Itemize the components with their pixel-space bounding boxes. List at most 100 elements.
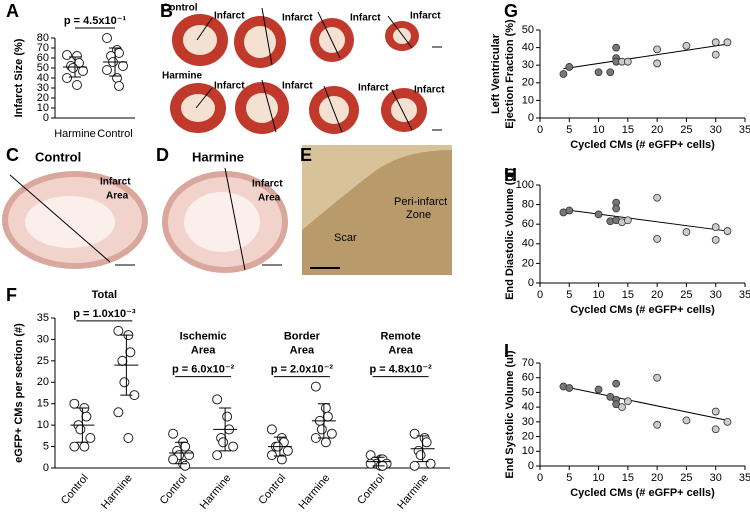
x-tick-label: Harmine bbox=[296, 472, 332, 512]
data-point bbox=[653, 234, 662, 243]
pointer bbox=[196, 17, 213, 41]
infarct-label: Infarct bbox=[282, 81, 313, 92]
zone-label: Peri-infarct bbox=[394, 196, 447, 208]
data-point bbox=[618, 403, 626, 412]
data-point bbox=[69, 441, 80, 452]
data-point bbox=[228, 441, 239, 452]
panel-letter: F bbox=[6, 285, 17, 305]
error-bar bbox=[317, 403, 330, 439]
panel-letter: H bbox=[504, 165, 517, 185]
y-tick-label: 70 bbox=[37, 42, 49, 54]
y-tick-label: 40 bbox=[37, 72, 49, 84]
x-axis-title: Cycled CMs (# eGFP+ cells) bbox=[570, 304, 715, 316]
x-tick-label: 30 bbox=[710, 289, 722, 301]
y-tick-label: 20 bbox=[522, 77, 534, 89]
p-value: p = 4.5x10⁻¹ bbox=[64, 15, 127, 27]
x-tick-label: 15 bbox=[622, 124, 634, 136]
x-tick-label: Harmine bbox=[54, 128, 96, 140]
group-title: Remote bbox=[380, 330, 420, 342]
x-tick-label: Control bbox=[97, 128, 132, 140]
data-point bbox=[79, 441, 90, 452]
x-tick-label: 5 bbox=[566, 472, 572, 484]
y-tick-label: 20 bbox=[37, 376, 49, 388]
group-title: Border bbox=[284, 330, 321, 342]
y-tick-label: 0 bbox=[43, 112, 49, 124]
data-point bbox=[682, 41, 691, 50]
x-tick-label: 20 bbox=[651, 472, 663, 484]
y-tick-label: 0 bbox=[528, 460, 534, 472]
heart-lumen bbox=[25, 196, 115, 248]
heart-lumen bbox=[393, 28, 411, 44]
error-bar bbox=[273, 436, 286, 457]
heart-lumen bbox=[183, 25, 217, 55]
x-tick-label: Control bbox=[256, 472, 288, 507]
data-point bbox=[594, 68, 603, 77]
y-tick-label: 10 bbox=[37, 419, 49, 431]
panel-b-images bbox=[170, 7, 442, 134]
data-point bbox=[113, 407, 124, 418]
x-tick-label: Control bbox=[158, 472, 190, 507]
group-title: Area bbox=[290, 344, 315, 356]
data-point bbox=[68, 63, 78, 73]
data-point bbox=[606, 68, 615, 77]
y-tick-label: 70 bbox=[522, 357, 534, 369]
heart-lumen bbox=[391, 98, 417, 122]
y-tick-label: 60 bbox=[522, 372, 534, 384]
p-value: p = 6.0x10⁻² bbox=[172, 363, 235, 375]
x-tick-label: 35 bbox=[739, 472, 750, 484]
error-bar bbox=[175, 441, 188, 465]
y-tick-label: 20 bbox=[522, 430, 534, 442]
y-tick-label: 30 bbox=[37, 82, 49, 94]
x-axis-title: Cycled CMs (# eGFP+ cells) bbox=[570, 487, 715, 499]
data-point bbox=[623, 216, 632, 225]
data-point bbox=[117, 355, 128, 366]
data-point bbox=[62, 73, 72, 83]
pointer bbox=[261, 79, 277, 133]
heart-lumen bbox=[319, 27, 345, 53]
infarct-label: Infarct bbox=[214, 81, 245, 92]
scar-region bbox=[302, 145, 452, 230]
data-point bbox=[123, 433, 134, 443]
data-point bbox=[711, 50, 720, 59]
error-bar bbox=[219, 407, 232, 452]
data-point bbox=[594, 210, 603, 219]
infarct-label: Infarct bbox=[414, 85, 445, 96]
panel-letter: E bbox=[300, 145, 312, 165]
y-tick-label: 10 bbox=[37, 102, 49, 114]
y-tick-label: 50 bbox=[37, 62, 49, 74]
y-tick-label: 40 bbox=[522, 401, 534, 413]
panel-letter: I bbox=[504, 341, 509, 361]
data-point bbox=[320, 403, 331, 413]
y-tick-label: 10 bbox=[522, 445, 534, 457]
y-tick-label: 100 bbox=[516, 179, 534, 191]
heart-lumen bbox=[319, 96, 349, 124]
data-point bbox=[180, 460, 191, 471]
data-point bbox=[594, 385, 603, 394]
infarct-label: Infarct bbox=[350, 13, 381, 24]
data-point bbox=[365, 458, 376, 469]
data-point bbox=[81, 411, 92, 422]
y-axis-title: Infarct Size (%) bbox=[13, 38, 25, 117]
heart-lumen bbox=[244, 26, 276, 58]
y-axis-title: eGFP+ CMs per section (#) bbox=[13, 323, 25, 463]
data-point bbox=[653, 373, 662, 382]
y-tick-label: 40 bbox=[522, 42, 534, 54]
x-tick-label: Harmine bbox=[198, 472, 234, 512]
error-bar bbox=[76, 407, 89, 443]
p-value: p = 2.0x10⁻² bbox=[271, 363, 334, 375]
data-point bbox=[168, 428, 179, 439]
data-point bbox=[320, 437, 331, 448]
x-tick-label: 25 bbox=[680, 472, 692, 484]
data-point bbox=[653, 420, 662, 429]
y-tick-label: 80 bbox=[522, 199, 534, 211]
pointer bbox=[391, 89, 413, 131]
data-point bbox=[266, 450, 277, 461]
group-title: Total bbox=[92, 289, 117, 301]
data-point bbox=[623, 397, 632, 406]
data-point bbox=[653, 45, 662, 54]
data-point bbox=[218, 437, 229, 448]
error-bar bbox=[372, 456, 385, 467]
y-tick-label: 60 bbox=[37, 52, 49, 64]
x-tick-label: 35 bbox=[739, 124, 750, 136]
x-tick-label: 0 bbox=[537, 124, 543, 136]
